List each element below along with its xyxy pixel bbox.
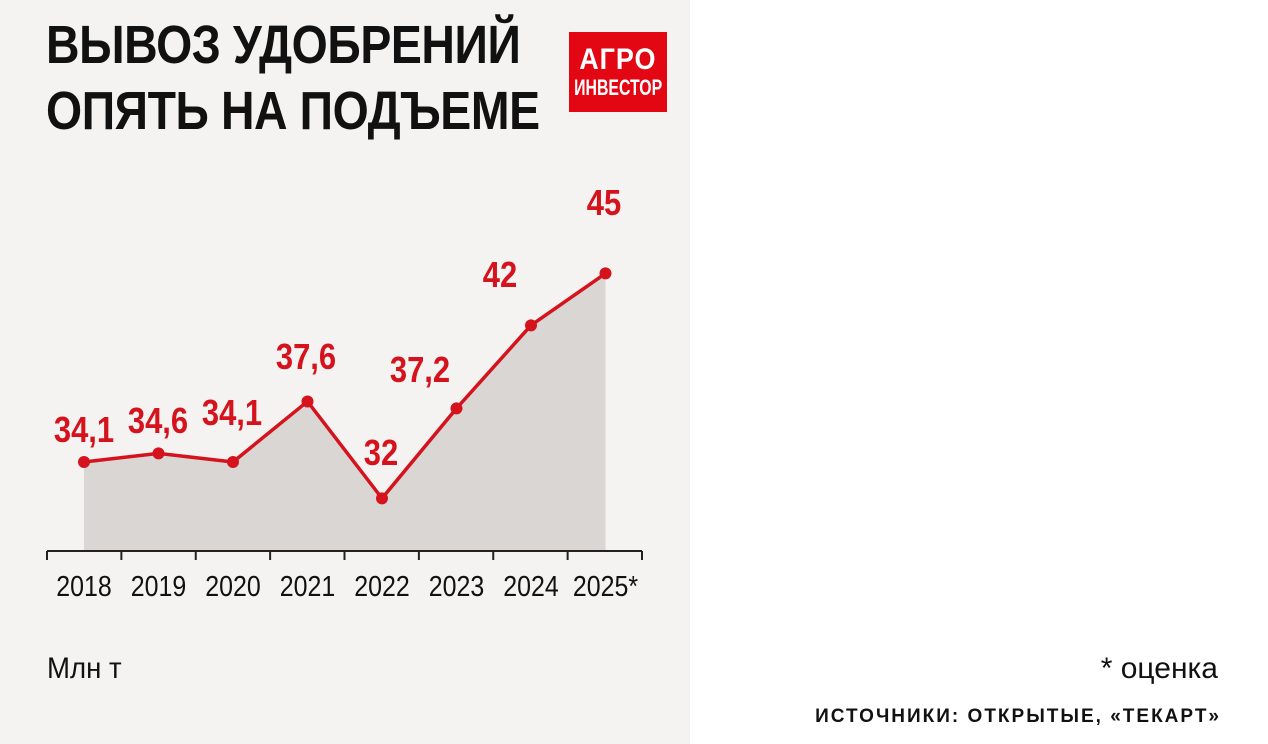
data-point [599,267,612,280]
series-line [83,271,607,501]
data-point [376,492,388,505]
x-tick-label: 2020 [205,570,260,602]
x-tick-label: 2021 [280,570,335,602]
data-label: 37,6 [276,338,336,378]
data-point [227,456,239,468]
data-label: 34,6 [128,402,188,442]
line-chart: 2018 2019 2020 2021 2022 2023 2024 2025* 34,1 34,… [46,184,643,602]
unit-label: Млн т [47,652,122,685]
x-tick-label: 2022 [354,570,409,602]
agroinvestor-logo: АГРО ИНВЕСТОР [569,32,667,112]
x-tick-label: 2023 [429,570,484,602]
chart-title: ВЫВОЗ УДОБРЕНИЙ ОПЯТЬ НА ПОДЪЕМЕ [46,12,540,144]
x-tick-label: 2019 [131,570,186,602]
estimate-note: * оценка [1100,652,1218,685]
data-point [525,319,537,332]
area-fill [84,273,606,551]
data-point [301,395,314,408]
logo-line-2: ИНВЕСТОР [573,75,663,100]
data-point [450,402,463,415]
data-label: 45 [587,184,621,224]
x-tick-label: 2018 [56,570,111,602]
logo-line-1: АГРО [579,43,657,76]
data-label: 42 [483,256,517,296]
source-text: ИСТОЧНИКИ: ОТКРЫТЫЕ, «ТЕКАРТ» [815,706,1221,727]
data-point [152,447,165,460]
data-label: 34,1 [54,411,114,451]
x-tick-label: 2024 [503,570,558,602]
title-line-2: ОПЯТЬ НА ПОДЪЕМЕ [46,81,540,141]
title-line-1: ВЫВОЗ УДОБРЕНИЙ [46,15,521,75]
data-label: 34,1 [202,394,262,434]
data-label: 32 [364,434,398,474]
data-label: 37,2 [390,351,450,391]
data-point [78,456,90,468]
x-tick-label: 2025* [573,570,639,602]
